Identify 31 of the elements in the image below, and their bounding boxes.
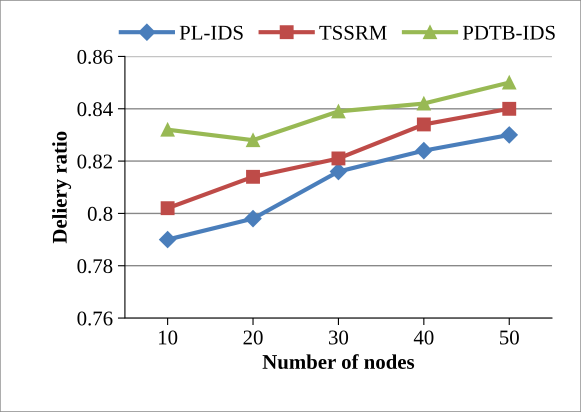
point xyxy=(415,142,432,160)
y-tick-label: 0.82 xyxy=(77,154,112,169)
point xyxy=(246,133,260,148)
point xyxy=(246,170,260,184)
point xyxy=(331,104,346,118)
point xyxy=(502,76,516,90)
point xyxy=(159,231,176,248)
legend-label: PDTB-IDS xyxy=(462,26,555,40)
point xyxy=(330,163,347,180)
y-tick-label: 0.8 xyxy=(88,206,112,221)
x-tick-label: 40 xyxy=(414,330,434,345)
x-tick-label: 50 xyxy=(500,330,519,345)
legend-label: PL-IDS xyxy=(180,26,243,40)
point xyxy=(416,96,431,110)
x-axis-title: Number of nodes xyxy=(262,354,414,370)
y-tick-label: 0.78 xyxy=(77,259,112,274)
x-tick-label: 10 xyxy=(159,330,178,345)
y-tick-label: 0.76 xyxy=(77,311,112,326)
y-tick-label: 0.84 xyxy=(77,102,113,116)
point xyxy=(244,210,262,228)
legend-label: TSSRM xyxy=(319,26,387,40)
point xyxy=(160,201,175,216)
point xyxy=(331,152,346,166)
x-tick-label: 30 xyxy=(329,330,348,345)
y-tick-label: 0.86 xyxy=(77,50,112,64)
point xyxy=(416,118,431,132)
point xyxy=(160,122,175,137)
y-axis-title: Deliery ratio xyxy=(52,132,72,244)
x-tick-label: 20 xyxy=(244,330,263,345)
point xyxy=(502,102,516,116)
point xyxy=(500,126,518,144)
